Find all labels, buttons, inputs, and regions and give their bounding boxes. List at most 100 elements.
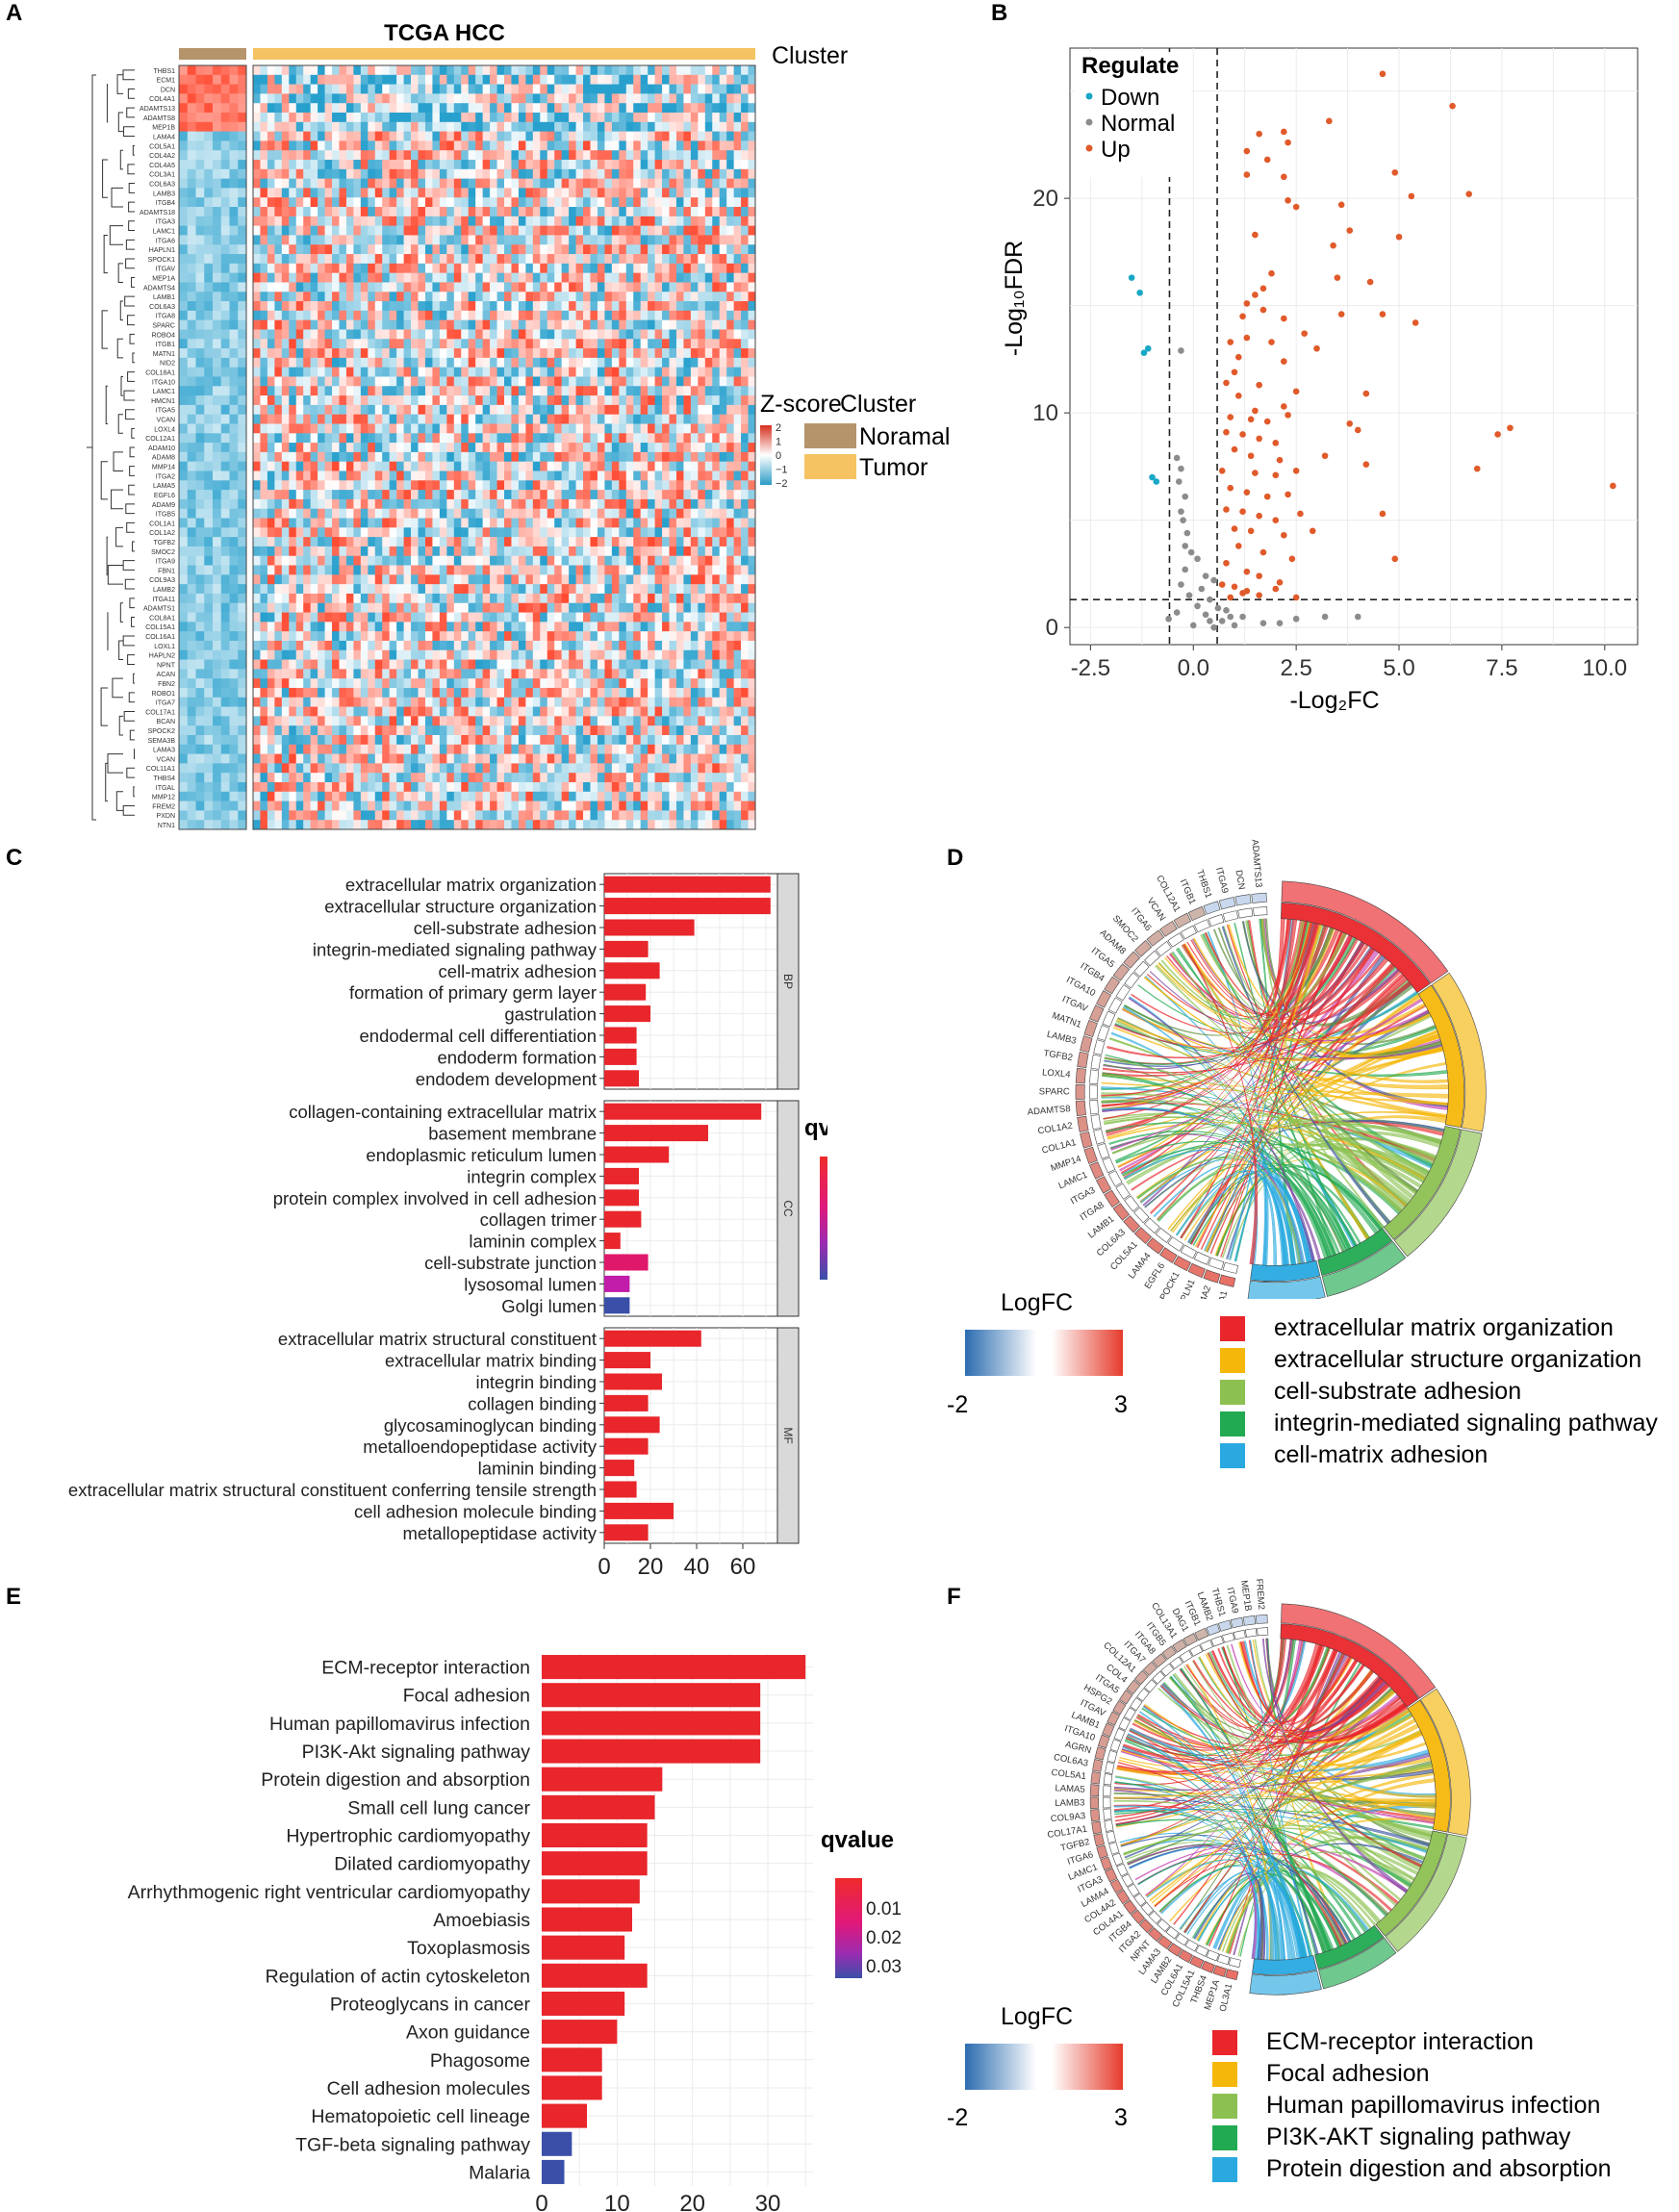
row-label: SMOC2 [151, 549, 175, 556]
heat-cell [187, 602, 196, 613]
heat-cell [396, 140, 404, 151]
heat-cell [475, 490, 484, 500]
heat-cell [482, 348, 491, 359]
heat-cell [748, 367, 756, 377]
heat-cell [453, 282, 462, 292]
heat-cell [179, 423, 189, 434]
heat-cell [418, 612, 426, 623]
heat-cell [411, 461, 419, 471]
heat-cell [675, 168, 684, 180]
heat-cell [525, 470, 534, 481]
heat-cell [339, 319, 347, 330]
heat-cell [662, 225, 670, 236]
heat-cell [396, 395, 404, 406]
heat-cell [504, 272, 512, 283]
heat-cell [561, 244, 570, 255]
heat-cell [597, 451, 605, 463]
heat-cell [318, 593, 325, 604]
heat-cell [418, 178, 426, 189]
heat-cell [569, 404, 576, 416]
heat-cell [748, 527, 756, 538]
heat-cell [461, 395, 470, 406]
heat-cell [504, 74, 512, 86]
heat-cell [396, 292, 404, 302]
heat-cell [719, 319, 727, 330]
heat-cell [432, 423, 441, 434]
heat-cell [654, 319, 663, 330]
heat-cell [719, 565, 727, 575]
heat-cell [547, 160, 555, 170]
heat-cell [310, 272, 318, 283]
heat-cell [179, 310, 189, 321]
heat-cell [518, 640, 526, 651]
heat-cell [295, 188, 304, 198]
heat-cell [446, 263, 455, 274]
heat-cell [187, 319, 196, 330]
heat-cell [475, 235, 484, 245]
heat-cell [532, 498, 541, 510]
heat-cell [698, 433, 706, 444]
heat-cell [439, 84, 447, 94]
heat-cell [374, 140, 383, 151]
heat-cell [683, 555, 692, 566]
heat-cell [654, 310, 663, 321]
heat-cell [704, 480, 713, 491]
heat-cell [220, 602, 230, 613]
heat-cell [583, 178, 591, 189]
heat-cell [683, 357, 692, 369]
heat-cell [698, 443, 706, 453]
heat-cell [461, 207, 470, 217]
heat-cell [669, 367, 677, 377]
heat-cell [611, 160, 620, 170]
heat-cell [229, 640, 239, 651]
heat-cell [339, 584, 347, 595]
heat-cell [360, 546, 369, 557]
heat-cell [669, 216, 677, 227]
heat-cell [389, 216, 397, 227]
heat-cell [741, 565, 749, 575]
heat-cell [540, 292, 548, 302]
heat-cell [748, 461, 756, 471]
heat-cell [339, 367, 347, 377]
heat-cell [424, 65, 433, 76]
heat-cell [547, 574, 555, 585]
heat-cell [353, 470, 362, 481]
heat-cell [468, 498, 476, 510]
heat-cell [504, 301, 512, 312]
heat-cell [540, 622, 548, 632]
heat-cell [403, 612, 412, 623]
heat-cell [411, 602, 419, 613]
heat-cell [704, 319, 713, 330]
heat-cell [633, 282, 642, 292]
heat-cell [547, 188, 555, 198]
heat-cell [690, 225, 699, 236]
heat-cell [547, 565, 555, 575]
heat-cell [554, 461, 563, 471]
heat-cell [569, 197, 576, 208]
heat-cell [238, 565, 247, 575]
heat-cell [382, 555, 391, 566]
heat-cell [662, 508, 670, 519]
heat-cell [453, 433, 462, 444]
heat-cell [318, 527, 325, 538]
heat-cell [220, 263, 230, 274]
heat-cell [353, 84, 362, 94]
heat-cell [295, 160, 304, 170]
heat-cell [625, 121, 634, 133]
heat-cell [461, 622, 470, 632]
heat-cell [446, 461, 455, 471]
heat-cell [540, 376, 548, 387]
heat-cell [726, 480, 735, 491]
heat-cell [213, 622, 222, 632]
heat-cell [547, 640, 555, 651]
heat-cell [726, 433, 735, 444]
heat-cell [267, 555, 275, 566]
heat-cell [267, 216, 275, 227]
heat-cell [698, 168, 706, 180]
heat-cell [368, 188, 376, 198]
heat-cell [332, 404, 340, 416]
heat-cell [525, 207, 534, 217]
heat-cell [698, 490, 706, 500]
heat-cell [675, 225, 684, 236]
heat-cell [353, 612, 362, 623]
